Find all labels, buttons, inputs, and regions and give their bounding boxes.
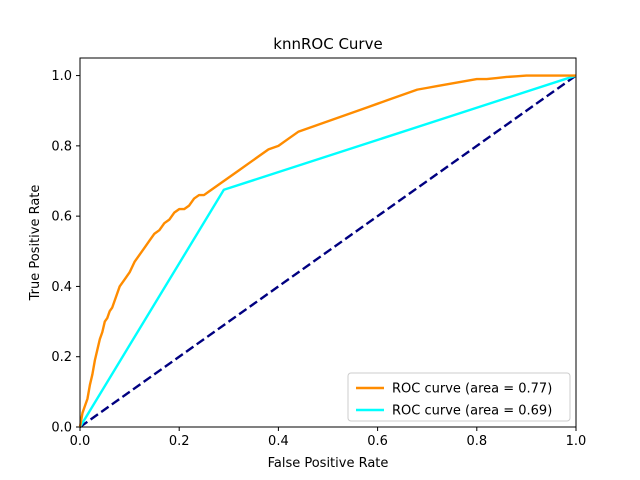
x-tick-label: 1.0 (566, 434, 587, 449)
legend: ROC curve (area = 0.77) ROC curve (area =… (347, 372, 571, 422)
plot-frame (79, 57, 577, 428)
x-tick-label: 0.4 (268, 434, 289, 449)
roc-series-line-1 (78, 74, 577, 428)
chart-title: knnROC Curve (273, 35, 382, 53)
y-tick-label: 0.6 (51, 210, 72, 225)
y-tick-label: 0.4 (51, 280, 72, 295)
y-tick-label: 1.0 (51, 69, 72, 84)
legend-label: ROC curve (area = 0.77) (392, 382, 552, 397)
roc-series-line-0 (78, 74, 576, 428)
legend-label: ROC curve (area = 0.69) (392, 404, 552, 419)
plot-area (78, 74, 577, 428)
x-tick-label: 0.8 (466, 434, 487, 449)
ticks-layer: 0.0 0.2 0.4 0.6 0.8 1.0 0.0 0.2 0.4 0.6 0.8 1.0 (51, 69, 586, 449)
y-tick-label: 0.8 (51, 139, 72, 154)
legend-box (347, 372, 571, 422)
y-tick-label: 0.2 (51, 350, 72, 365)
x-tick-label: 0.0 (70, 434, 91, 449)
x-axis-title: False Positive Rate (268, 456, 389, 471)
y-axis-title: True Positive Rate (28, 185, 43, 302)
x-tick-label: 0.6 (367, 434, 388, 449)
x-tick-label: 0.2 (169, 434, 190, 449)
reference-diagonal-line (79, 74, 577, 428)
y-tick-label: 0.0 (51, 421, 72, 436)
